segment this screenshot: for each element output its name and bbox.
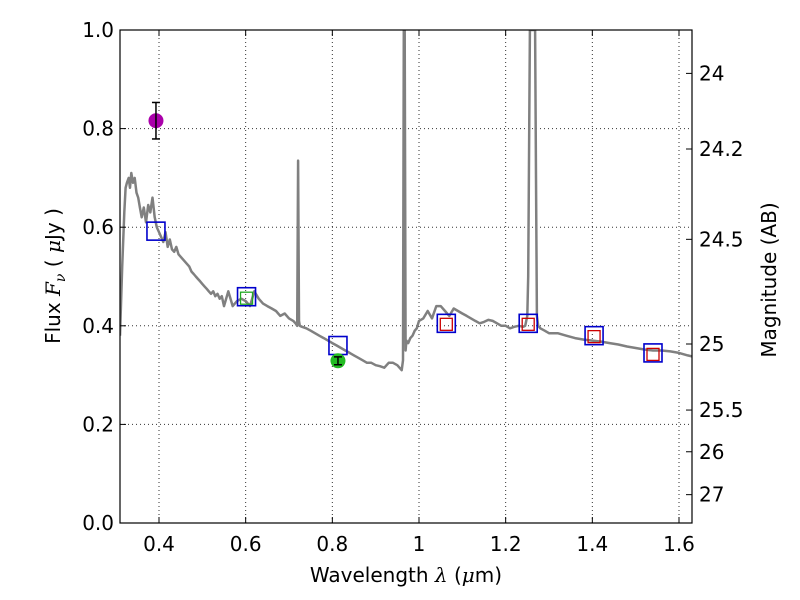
model-photometry-square <box>146 221 166 241</box>
spectrum-line <box>120 30 692 372</box>
y2-tick-label: 26 <box>699 440 724 464</box>
x-tick-label: 1.2 <box>490 532 522 556</box>
y-tick-label: 0.4 <box>82 314 114 338</box>
x-tick-label: 1.6 <box>663 532 695 556</box>
model-photometry-square <box>236 286 257 307</box>
y2-tick-label: 25 <box>699 332 724 356</box>
y-axis-label: Flux Fν ( μJy ) <box>41 208 69 344</box>
model-photometry-square <box>584 325 604 346</box>
x-tick-label: 0.4 <box>143 532 175 556</box>
x-tick-label: 1.4 <box>576 532 608 556</box>
x-axis-label: Wavelength λ (μm) <box>310 563 502 587</box>
y-tick-label: 0.2 <box>82 412 114 436</box>
observed-flux-square <box>587 329 601 344</box>
observed-flux-square <box>239 291 254 305</box>
x-tick-label: 0.8 <box>316 532 348 556</box>
observed-flux-square <box>439 317 453 331</box>
model-photometry-square <box>436 313 457 334</box>
y-tick-label: 0.0 <box>82 511 114 535</box>
plot-frame <box>119 29 693 524</box>
x-tick-label: 1 <box>413 532 426 556</box>
plot-content <box>120 30 692 372</box>
model-photometry-square <box>518 313 539 334</box>
model-photometry-square <box>643 343 663 363</box>
y2-tick-label: 27 <box>699 483 724 507</box>
y2-tick-label: 24.5 <box>699 227 744 251</box>
ticks: 0.4 0.6 0.8 1 1.2 1.4 1.6 0.0 0.2 0.4 0.6 0.8 1.0 24 2… <box>82 18 743 556</box>
observed-flux-square <box>646 347 660 362</box>
observed-flux-square <box>521 317 535 331</box>
x-tick-label: 0.6 <box>230 532 262 556</box>
y-tick-label: 1.0 <box>82 18 114 42</box>
y2-axis-label: Magnitude (AB) <box>757 202 781 357</box>
y2-tick-label: 24.2 <box>699 137 744 161</box>
y-tick-label: 0.8 <box>82 117 114 141</box>
y-tick-label: 0.6 <box>82 215 114 239</box>
y2-tick-label: 25.5 <box>699 398 744 422</box>
y2-tick-label: 24 <box>699 61 724 85</box>
